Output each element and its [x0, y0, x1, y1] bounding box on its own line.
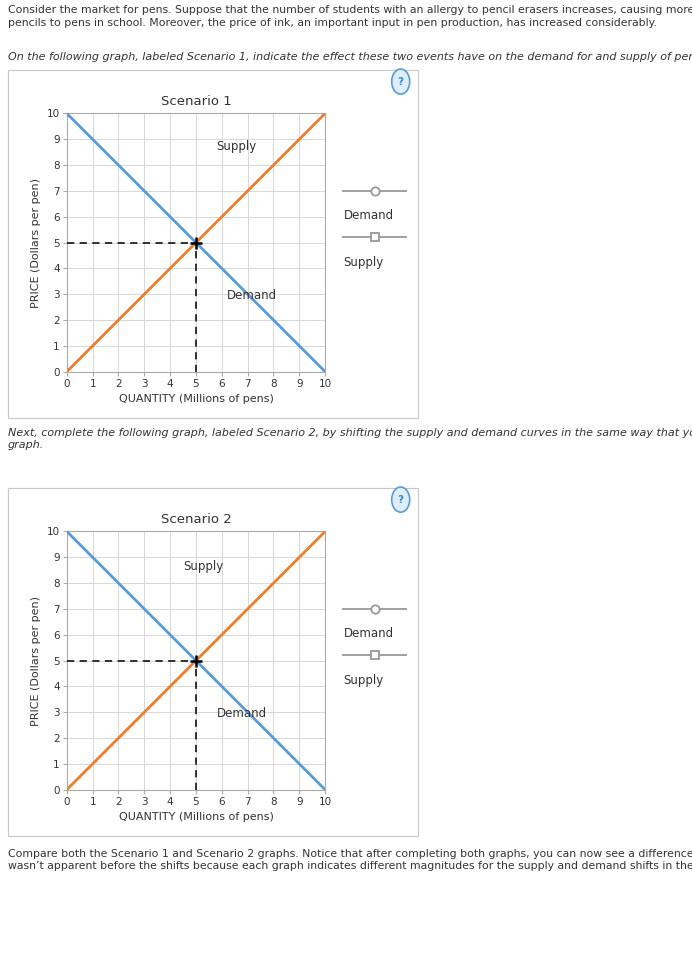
Y-axis label: PRICE (Dollars per pen): PRICE (Dollars per pen): [31, 178, 42, 307]
Text: ?: ?: [398, 495, 403, 504]
Text: Demand: Demand: [343, 210, 394, 222]
Text: wasn’t apparent before the shifts because each graph indicates different magnitu: wasn’t apparent before the shifts becaus…: [8, 861, 692, 871]
Text: graph.: graph.: [8, 440, 44, 450]
Text: Demand: Demand: [227, 290, 277, 302]
Y-axis label: PRICE (Dollars per pen): PRICE (Dollars per pen): [31, 596, 42, 725]
Text: Consider the market for pens. Suppose that the number of students with an allerg: Consider the market for pens. Suppose th…: [8, 5, 692, 15]
X-axis label: QUANTITY (Millions of pens): QUANTITY (Millions of pens): [118, 394, 273, 404]
Text: Supply: Supply: [183, 560, 224, 573]
Text: On the following graph, labeled Scenario 1, indicate the effect these two events: On the following graph, labeled Scenario…: [8, 52, 692, 62]
Text: Supply: Supply: [343, 256, 383, 269]
Title: Scenario 1: Scenario 1: [161, 95, 231, 108]
Text: Supply: Supply: [343, 673, 383, 687]
Text: Demand: Demand: [343, 627, 394, 640]
Text: Next, complete the following graph, labeled Scenario 2, by shifting the supply a: Next, complete the following graph, labe…: [8, 428, 692, 438]
X-axis label: QUANTITY (Millions of pens): QUANTITY (Millions of pens): [118, 812, 273, 822]
Text: Supply: Supply: [217, 140, 257, 153]
Text: pencils to pens in school. Moreover, the price of ink, an important input in pen: pencils to pens in school. Moreover, the…: [8, 18, 657, 28]
Title: Scenario 2: Scenario 2: [161, 513, 231, 526]
Text: Compare both the Scenario 1 and Scenario 2 graphs. Notice that after completing : Compare both the Scenario 1 and Scenario…: [8, 849, 692, 859]
Text: Demand: Demand: [217, 707, 266, 721]
Text: ?: ?: [398, 76, 403, 87]
